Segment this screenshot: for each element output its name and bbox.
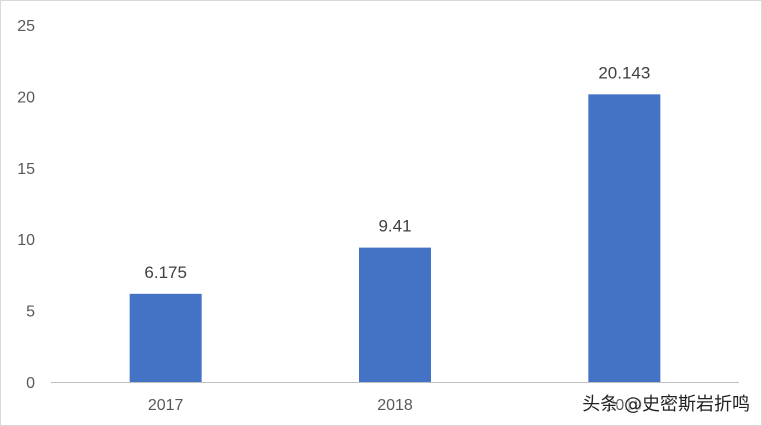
watermark-text: 头条 @史密斯岩折鸣 — [582, 394, 750, 415]
bars — [129, 94, 661, 382]
bar-2018 — [359, 247, 431, 382]
y-tick-label: 15 — [17, 161, 35, 178]
y-tick-label: 20 — [17, 89, 35, 106]
y-tick-label: 0 — [26, 375, 35, 392]
x-tick-label-2017: 2017 — [148, 397, 184, 414]
y-tick-label: 10 — [17, 232, 35, 249]
data-label-2017: 6.175 — [144, 263, 187, 282]
y-tick-label: 25 — [17, 18, 35, 35]
bar-2017 — [129, 293, 202, 382]
x-tick-label-2019: 2019 — [607, 397, 643, 414]
data-label-2019: 20.143 — [598, 63, 650, 82]
y-tick-label: 5 — [26, 304, 35, 321]
y-axis-ticks: 0 5 10 15 20 25 — [17, 18, 35, 392]
bar-2019 — [588, 94, 661, 382]
x-axis-ticks: 2017 2018 2019 — [148, 397, 642, 414]
data-label-2018: 9.41 — [378, 217, 411, 236]
data-labels: 6.175 9.41 20.143 — [144, 63, 650, 281]
x-tick-label-2018: 2018 — [377, 397, 413, 414]
